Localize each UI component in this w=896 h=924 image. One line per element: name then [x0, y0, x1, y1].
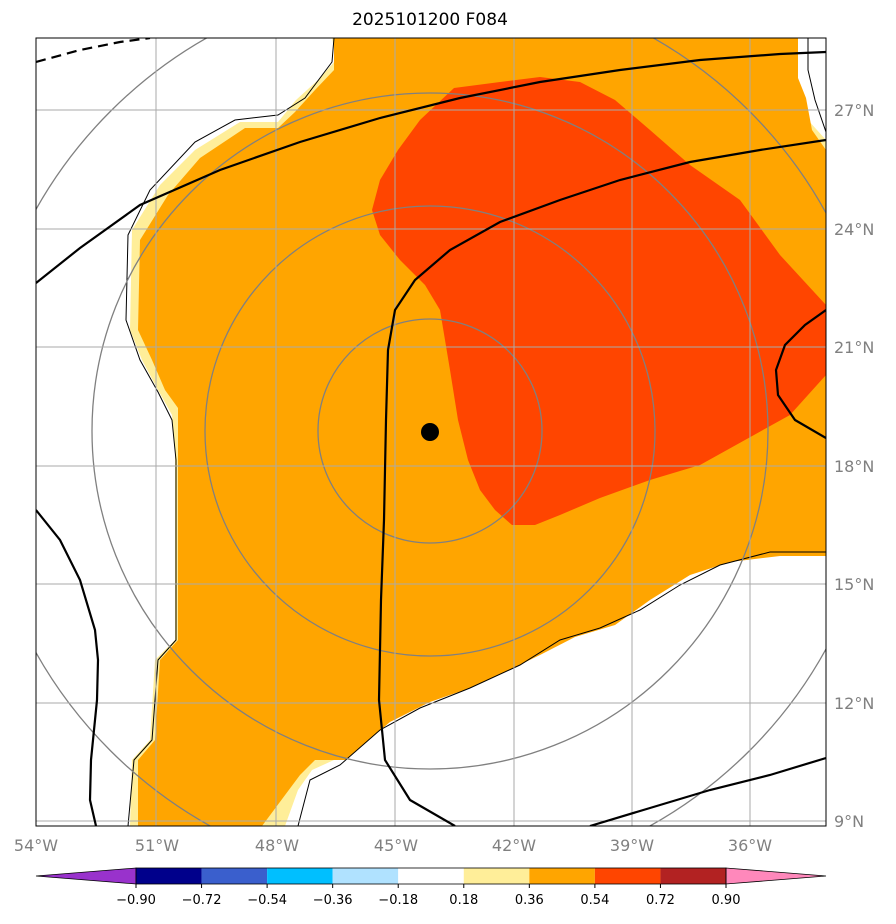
- colorbar-tick-label: 0.72: [646, 893, 675, 908]
- field-outline-ne: [807, 38, 826, 133]
- colorbar-swatch: [332, 868, 399, 884]
- lon-label: 45°W: [374, 836, 418, 855]
- lon-label: 36°W: [728, 836, 772, 855]
- range-rings: [36, 38, 826, 826]
- field-red: [372, 77, 826, 525]
- colorbar-swatch: [398, 868, 464, 884]
- colorbar-swatch: [267, 868, 333, 884]
- colorbar-tick-label: −0.90: [116, 893, 156, 908]
- contour-dashed-nw: [36, 38, 151, 64]
- colorbar-tick-label: 0.54: [580, 893, 609, 908]
- contour-north-outer: [36, 50, 826, 284]
- contour-north-inner: [377, 138, 826, 826]
- gridlines: [36, 38, 826, 826]
- colorbar-extend-low: [35, 867, 137, 885]
- colorbar-swatch: [463, 868, 530, 884]
- colorbar-tick-label: −0.18: [378, 893, 418, 908]
- contour-west: [36, 509, 100, 826]
- lon-axis-labels: 54°W 51°W 48°W 45°W 42°W 39°W 36°W: [14, 836, 772, 855]
- colorbar-tick-label: −0.36: [313, 893, 353, 908]
- lat-label: 18°N: [834, 457, 874, 476]
- contour-east-low: [774, 309, 826, 439]
- range-ring-3: [91, 92, 769, 770]
- colorbar-tick-label: −0.72: [182, 893, 222, 908]
- map-plot-area: [36, 38, 826, 826]
- colorbar-swatch: [201, 868, 268, 884]
- colorbar-tick-label: −0.54: [247, 893, 287, 908]
- lon-label: 39°W: [610, 836, 654, 855]
- contour-southeast: [589, 756, 826, 826]
- colorbar-swatch: [529, 868, 595, 884]
- lat-label: 15°N: [834, 575, 874, 594]
- lat-label: 24°N: [834, 220, 874, 239]
- colorbar-swatch: [594, 868, 661, 884]
- colorbar-tick-label: 0.36: [515, 893, 544, 908]
- colorbar-tick-label: 0.18: [449, 893, 478, 908]
- lat-label: 9°N: [834, 812, 864, 831]
- field-outline: [125, 38, 335, 826]
- range-ring-2: [204, 205, 656, 657]
- lon-label: 54°W: [14, 836, 58, 855]
- storm-center-marker: [421, 423, 439, 441]
- range-ring-1: [317, 318, 543, 544]
- contour-lines: [36, 38, 826, 826]
- colorbar-frame: [135, 867, 727, 885]
- colorbar-tick-label: 0.90: [712, 893, 741, 908]
- lon-label: 42°W: [492, 836, 536, 855]
- lat-label: 21°N: [834, 338, 874, 357]
- lon-label: 51°W: [135, 836, 179, 855]
- lat-label: 12°N: [834, 694, 874, 713]
- map-frame: [35, 37, 827, 827]
- map-title: 2025101200 F084: [352, 10, 508, 30]
- lon-label: 48°W: [255, 836, 299, 855]
- colorbar-swatch: [660, 868, 726, 884]
- colorbar: −0.90 −0.72 −0.54 −0.36 −0.18 0.18 0.36 0.54 0.7…: [35, 867, 827, 908]
- lat-axis-labels: 27°N 24°N 21°N 18°N 15°N 12°N 9°N: [834, 101, 874, 831]
- colorbar-swatch: [136, 868, 202, 884]
- lat-label: 27°N: [834, 101, 874, 120]
- colorbar-extend-high: [725, 867, 827, 885]
